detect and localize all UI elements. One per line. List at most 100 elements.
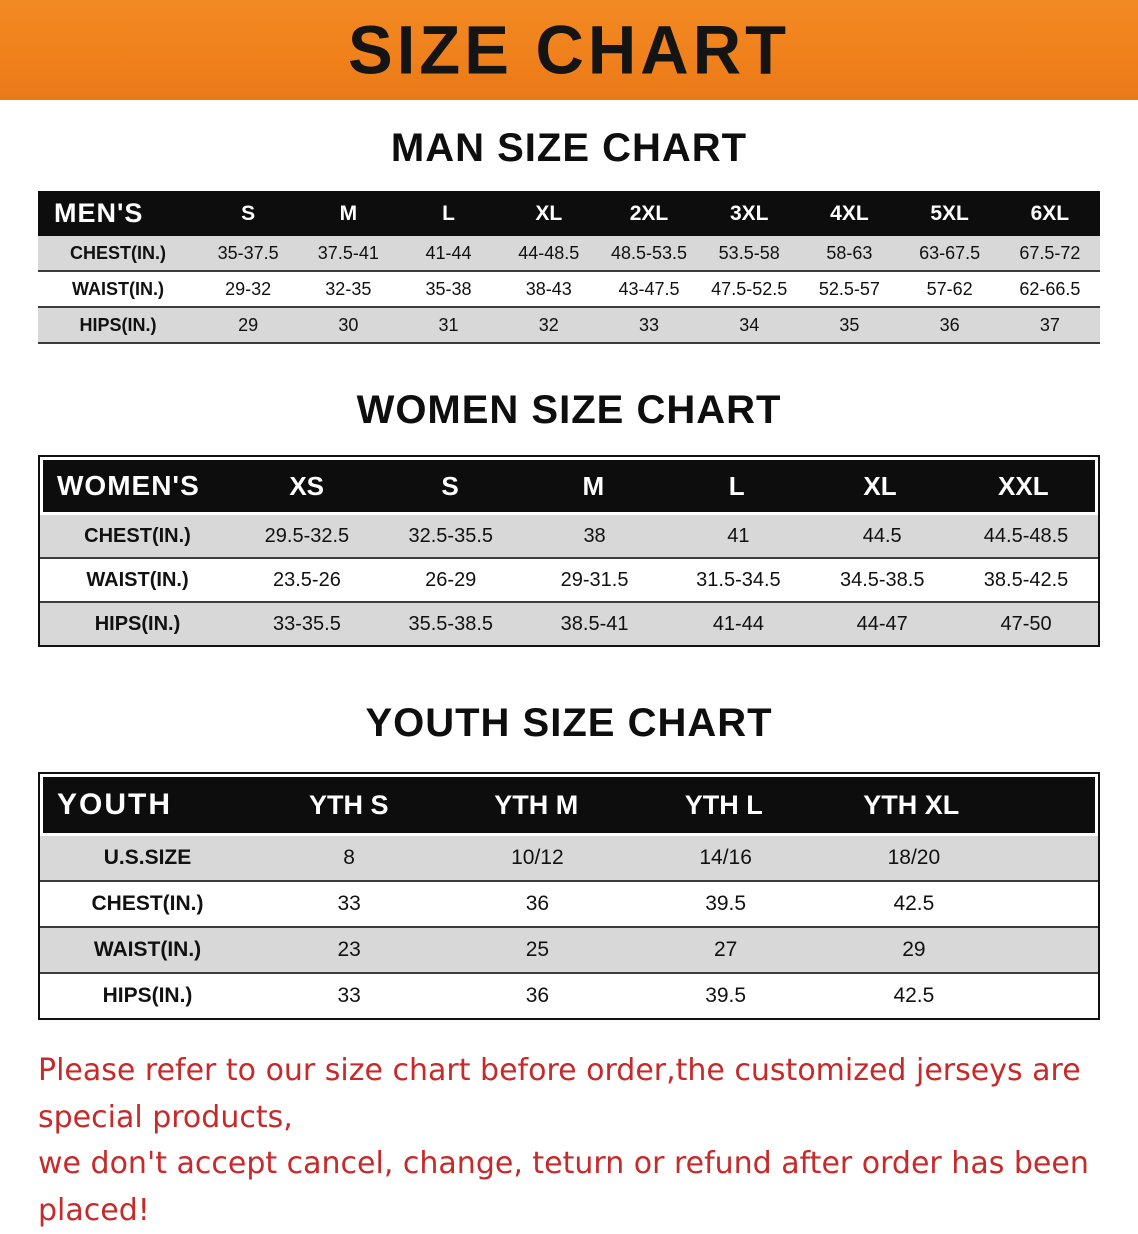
table-cell: 32 bbox=[538, 314, 559, 335]
table-cell: 44-47 bbox=[856, 612, 908, 635]
table-cell: 57-62 bbox=[926, 278, 973, 299]
row-label: U.S.SIZE bbox=[103, 846, 192, 869]
youth-size-table: YOUTH YTH S YTH M YTH L YTH XL U.S.SIZE … bbox=[38, 772, 1100, 1020]
table-cell: 36 bbox=[939, 314, 960, 335]
table-cell: 38-43 bbox=[525, 278, 572, 299]
youth-chest-row: CHEST(IN.) 33 36 39.5 42.5 bbox=[40, 880, 1098, 926]
table-cell: 36 bbox=[525, 892, 550, 915]
man-size-header: 3XL bbox=[729, 201, 769, 225]
row-label: WAIST(IN.) bbox=[93, 938, 202, 961]
table-cell: 67.5-72 bbox=[1019, 242, 1081, 263]
man-size-header: M bbox=[339, 201, 358, 225]
table-cell: 41-44 bbox=[425, 242, 472, 263]
table-cell: 35.5-38.5 bbox=[408, 612, 493, 635]
table-cell: 29 bbox=[238, 314, 259, 335]
table-cell: 23 bbox=[337, 938, 361, 961]
women-size-header: S bbox=[441, 470, 459, 501]
table-cell: 35 bbox=[839, 314, 860, 335]
youth-waist-row: WAIST(IN.) 23 25 27 29 bbox=[40, 926, 1098, 972]
women-waist-row: WAIST(IN.) 23.5-26 26-29 29-31.5 31.5-34… bbox=[40, 557, 1098, 601]
man-size-table: MEN'S S M L XL 2XL 3XL 4XL 5XL 6XL CHEST… bbox=[38, 191, 1100, 344]
youth-ussize-row: U.S.SIZE 8 10/12 14/16 18/20 bbox=[40, 836, 1098, 880]
table-cell: 53.5-58 bbox=[718, 242, 780, 263]
table-cell: 41 bbox=[727, 524, 750, 547]
women-size-header: XXL bbox=[998, 470, 1049, 501]
table-cell: 26-29 bbox=[425, 568, 477, 591]
man-waist-row: WAIST(IN.) 29-32 32-35 35-38 38-43 43-47… bbox=[38, 272, 1100, 308]
table-cell: 33 bbox=[638, 314, 659, 335]
table-cell: 25 bbox=[525, 938, 550, 961]
table-cell: 62-66.5 bbox=[1019, 278, 1081, 299]
table-cell: 29.5-32.5 bbox=[264, 524, 350, 547]
disclaimer-text: Please refer to our size chart before or… bbox=[38, 1048, 1100, 1234]
table-cell: 29-31.5 bbox=[560, 568, 629, 591]
table-cell: 32.5-35.5 bbox=[408, 524, 493, 547]
table-cell: 38 bbox=[583, 524, 606, 547]
table-cell: 30 bbox=[338, 314, 359, 335]
youth-size-header: YTH S bbox=[308, 789, 389, 820]
table-cell: 29 bbox=[902, 938, 926, 961]
table-cell: 42.5 bbox=[893, 984, 935, 1007]
table-cell: 44.5-48.5 bbox=[983, 524, 1069, 547]
youth-size-header: YTH M bbox=[494, 789, 579, 820]
table-cell: 58-63 bbox=[826, 242, 873, 263]
table-cell: 36 bbox=[525, 984, 550, 1007]
man-size-header: S bbox=[241, 201, 256, 225]
table-cell: 38.5-41 bbox=[560, 612, 629, 635]
row-label: WAIST(IN.) bbox=[86, 568, 189, 591]
women-hips-row: HIPS(IN.) 33-35.5 35.5-38.5 38.5-41 41-4… bbox=[40, 601, 1098, 645]
table-cell: 29-32 bbox=[225, 278, 272, 299]
row-label: CHEST(IN.) bbox=[70, 242, 166, 263]
man-corner-label: MEN'S bbox=[54, 198, 144, 228]
table-cell: 37.5-41 bbox=[317, 242, 379, 263]
man-size-header: XL bbox=[535, 201, 563, 225]
man-size-header: 6XL bbox=[1030, 201, 1070, 225]
row-label: HIPS(IN.) bbox=[79, 314, 157, 335]
row-label: HIPS(IN.) bbox=[94, 612, 181, 635]
table-cell: 35-37.5 bbox=[217, 242, 279, 263]
women-size-header: XS bbox=[289, 470, 324, 501]
table-cell: 33 bbox=[337, 892, 361, 915]
man-size-header: 4XL bbox=[830, 201, 869, 225]
table-cell: 31 bbox=[438, 314, 459, 335]
table-cell: 8 bbox=[343, 846, 355, 869]
table-cell: 44-48.5 bbox=[518, 242, 580, 263]
women-table-header-row: WOMEN'S XS S M L XL XXL bbox=[43, 460, 1095, 512]
row-label: HIPS(IN.) bbox=[102, 984, 193, 1007]
man-size-header: 5XL bbox=[930, 201, 969, 225]
table-cell: 10/12 bbox=[511, 846, 564, 869]
table-cell: 14/16 bbox=[699, 846, 752, 869]
youth-corner-label: YOUTH bbox=[57, 788, 172, 821]
table-cell: 18/20 bbox=[887, 846, 941, 869]
women-size-header: XL bbox=[863, 470, 897, 501]
man-size-header: L bbox=[442, 201, 455, 225]
row-label: WAIST(IN.) bbox=[72, 278, 164, 299]
table-cell: 43-47.5 bbox=[618, 278, 680, 299]
man-chest-row: CHEST(IN.) 35-37.5 37.5-41 41-44 44-48.5… bbox=[38, 236, 1100, 272]
banner-title: SIZE CHART bbox=[348, 11, 790, 89]
table-cell: 41-44 bbox=[712, 612, 764, 635]
table-cell: 42.5 bbox=[893, 892, 935, 915]
table-cell: 38.5-42.5 bbox=[983, 568, 1069, 591]
women-corner-label: WOMEN'S bbox=[57, 470, 200, 501]
table-cell: 47-50 bbox=[1000, 612, 1052, 635]
table-cell: 33-35.5 bbox=[272, 612, 341, 635]
table-cell: 34 bbox=[739, 314, 760, 335]
man-size-header: 2XL bbox=[629, 201, 669, 225]
table-cell: 33 bbox=[337, 984, 361, 1007]
table-cell: 31.5-34.5 bbox=[696, 568, 781, 591]
size-chart-banner: SIZE CHART bbox=[0, 0, 1138, 100]
women-size-header: M bbox=[582, 470, 605, 501]
youth-size-header: YTH XL bbox=[863, 789, 960, 820]
disclaimer-line-1: Please refer to our size chart before or… bbox=[38, 1053, 1081, 1135]
table-cell: 37 bbox=[1039, 314, 1060, 335]
man-section-title: MAN SIZE CHART bbox=[390, 126, 748, 170]
man-table-header-row: MEN'S S M L XL 2XL 3XL 4XL 5XL 6XL bbox=[38, 191, 1100, 236]
women-size-table: WOMEN'S XS S M L XL XXL CHEST(IN.) 29.5-… bbox=[38, 455, 1100, 647]
women-chest-row: CHEST(IN.) 29.5-32.5 32.5-35.5 38 41 44.… bbox=[40, 515, 1098, 557]
table-cell: 39.5 bbox=[705, 892, 747, 915]
table-cell: 39.5 bbox=[705, 984, 747, 1007]
youth-hips-row: HIPS(IN.) 33 36 39.5 42.5 bbox=[40, 972, 1098, 1018]
disclaimer-line-2: we don't accept cancel, change, teturn o… bbox=[38, 1146, 1089, 1228]
table-cell: 34.5-38.5 bbox=[839, 568, 925, 591]
